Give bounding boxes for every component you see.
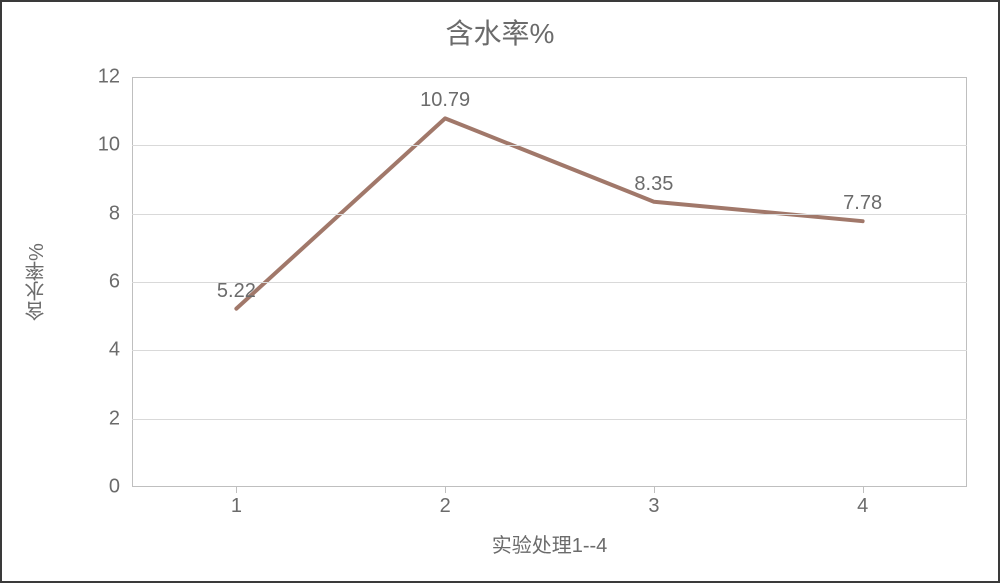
x-axis-title: 实验处理1--4 — [132, 529, 967, 558]
x-tick-label: 2 — [440, 495, 451, 518]
y-tick-label: 4 — [109, 339, 120, 362]
chart-container: 含水率% 含水率% 02468101212345.2210.798.357.78… — [0, 0, 1000, 583]
x-tick-label: 4 — [857, 495, 868, 518]
grid-line — [132, 282, 967, 283]
grid-line — [132, 419, 967, 420]
x-tick-mark — [445, 487, 446, 493]
x-tick-mark — [863, 487, 864, 493]
y-tick-label: 10 — [98, 134, 120, 157]
grid-line — [132, 145, 967, 146]
x-tick-mark — [654, 487, 655, 493]
data-label: 8.35 — [634, 173, 673, 196]
y-axis-title: 含水率% — [22, 222, 51, 342]
data-label: 7.78 — [843, 192, 882, 215]
x-tick-label: 1 — [231, 495, 242, 518]
y-tick-label: 0 — [109, 476, 120, 499]
chart-title: 含水率% — [2, 12, 998, 52]
x-tick-label: 3 — [648, 495, 659, 518]
x-tick-mark — [236, 487, 237, 493]
data-label: 5.22 — [217, 280, 256, 303]
y-tick-label: 8 — [109, 202, 120, 225]
plot-area: 02468101212345.2210.798.357.78 — [132, 77, 967, 487]
y-tick-label: 6 — [109, 271, 120, 294]
y-tick-label: 2 — [109, 407, 120, 430]
grid-line — [132, 214, 967, 215]
data-label: 10.79 — [420, 89, 470, 112]
y-tick-label: 12 — [98, 66, 120, 89]
grid-line — [132, 350, 967, 351]
